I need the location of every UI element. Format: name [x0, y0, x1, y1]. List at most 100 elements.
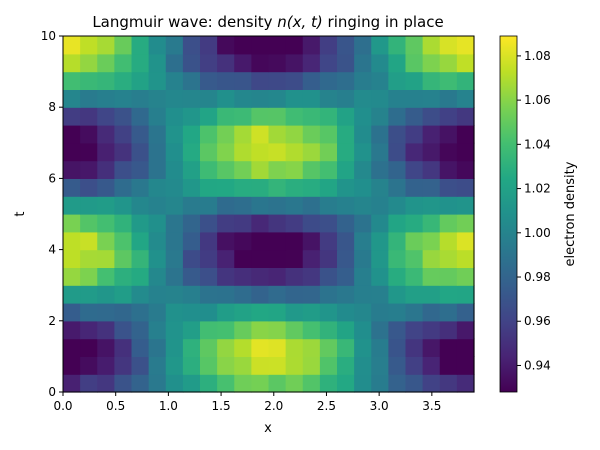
heatmap-cell — [148, 231, 167, 251]
heatmap-cell — [388, 36, 407, 55]
heatmap-cell — [422, 71, 441, 90]
heatmap-cell — [405, 178, 424, 197]
y-axis-label: t — [13, 211, 28, 216]
heatmap-cell — [337, 338, 355, 357]
heatmap-cell — [148, 160, 167, 179]
heatmap-cell — [439, 214, 458, 233]
heatmap-cell — [63, 71, 81, 90]
heatmap-cell — [285, 71, 304, 90]
heatmap-cell — [234, 71, 252, 90]
heatmap-cell — [182, 178, 201, 197]
heatmap-cell — [148, 36, 167, 55]
heatmap-cell — [97, 53, 115, 73]
heatmap-cell — [337, 160, 355, 179]
heatmap-cell — [251, 107, 270, 126]
colorbar-tick-label: 1.04 — [524, 137, 551, 151]
heatmap-cell — [148, 71, 167, 90]
heatmap-cell — [97, 285, 115, 304]
heatmap-cell — [456, 71, 475, 90]
heatmap-cell — [354, 71, 372, 90]
heatmap-cell — [285, 249, 304, 268]
heatmap-cell — [371, 267, 389, 286]
heatmap-cell — [268, 338, 287, 357]
heatmap-cell — [422, 374, 441, 393]
heatmap-cell — [371, 338, 389, 357]
heatmap-cell — [319, 196, 338, 215]
heatmap-cell — [200, 160, 218, 179]
heatmap-cell — [200, 196, 218, 215]
colorbar-tick-label: 0.94 — [524, 358, 551, 372]
heatmap-cell — [165, 267, 184, 286]
heatmap-cell — [148, 196, 167, 215]
heatmap-cell — [234, 267, 252, 286]
heatmap-cell — [456, 89, 475, 108]
y-axis-ticks: 0 2 4 6 8 10 — [41, 29, 63, 399]
heatmap-cell — [388, 285, 407, 304]
heatmap-cell — [63, 249, 81, 268]
heatmap-cell — [165, 160, 184, 179]
x-tick-label: 2.5 — [317, 399, 336, 413]
heatmap-cell — [268, 267, 287, 286]
heatmap-cell — [285, 53, 304, 73]
heatmap-cell — [354, 125, 372, 144]
heatmap-cell — [114, 320, 133, 340]
heatmap-cell — [456, 374, 475, 393]
heatmap-cell — [337, 214, 355, 233]
heatmap-cell — [422, 89, 441, 108]
heatmap-cell — [405, 160, 424, 179]
heatmap-cell — [285, 231, 304, 251]
heatmap-cell — [200, 214, 218, 233]
heatmap-cell — [200, 249, 218, 268]
heatmap-cell — [63, 374, 81, 393]
heatmap-cell — [456, 107, 475, 126]
heatmap-cell — [405, 71, 424, 90]
heatmap-cell — [422, 338, 441, 357]
heatmap-cell — [165, 338, 184, 357]
heatmap-cell — [354, 285, 372, 304]
heatmap-cell — [439, 36, 458, 55]
heatmap-cell — [148, 285, 167, 304]
heatmap-cell — [285, 36, 304, 55]
heatmap-cell — [114, 303, 133, 322]
heatmap-cell — [217, 196, 235, 215]
heatmap-cell — [302, 160, 321, 179]
heatmap-cell — [114, 36, 133, 55]
heatmap-cell — [251, 142, 270, 162]
heatmap-cell — [114, 196, 133, 215]
heatmap-cell — [165, 107, 184, 126]
heatmap-cell — [234, 374, 252, 393]
heatmap-cell — [114, 107, 133, 126]
heatmap-cell — [405, 338, 424, 357]
heatmap-cell — [439, 178, 458, 197]
heatmap-cell — [200, 36, 218, 55]
heatmap-cell — [200, 356, 218, 375]
heatmap-cell — [234, 214, 252, 233]
heatmap-cell — [80, 267, 98, 286]
heatmap-cell — [182, 320, 201, 340]
heatmap-cell — [114, 160, 133, 179]
heatmap-cell — [200, 89, 218, 108]
heatmap-cell — [148, 374, 167, 393]
heatmap-cell — [148, 107, 167, 126]
heatmap-cell — [268, 303, 287, 322]
heatmap-cell — [354, 356, 372, 375]
heatmap-cell — [165, 36, 184, 55]
heatmap-cell — [268, 89, 287, 108]
heatmap-cell — [285, 374, 304, 393]
heatmap-cell — [200, 303, 218, 322]
heatmap-cell — [182, 196, 201, 215]
heatmap-cell — [114, 214, 133, 233]
heatmap-cell — [268, 320, 287, 340]
heatmap-cell — [337, 285, 355, 304]
heatmap-cell — [388, 338, 407, 357]
heatmap-cell — [131, 142, 150, 162]
plot-frame — [62, 35, 475, 393]
colorbar-tick-label: 0.96 — [524, 314, 551, 328]
heatmap-cell — [371, 107, 389, 126]
heatmap-cell — [165, 320, 184, 340]
colorbar-tick-label: 1.00 — [524, 226, 551, 240]
heatmap-cell — [165, 356, 184, 375]
chart-title: Langmuir wave: density n(x, t) ringing i… — [92, 13, 443, 31]
heatmap-cell — [337, 71, 355, 90]
x-axis-label: x — [264, 421, 272, 436]
